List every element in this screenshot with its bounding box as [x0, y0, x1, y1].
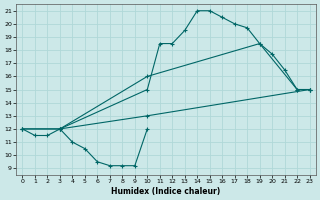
X-axis label: Humidex (Indice chaleur): Humidex (Indice chaleur)	[111, 187, 221, 196]
